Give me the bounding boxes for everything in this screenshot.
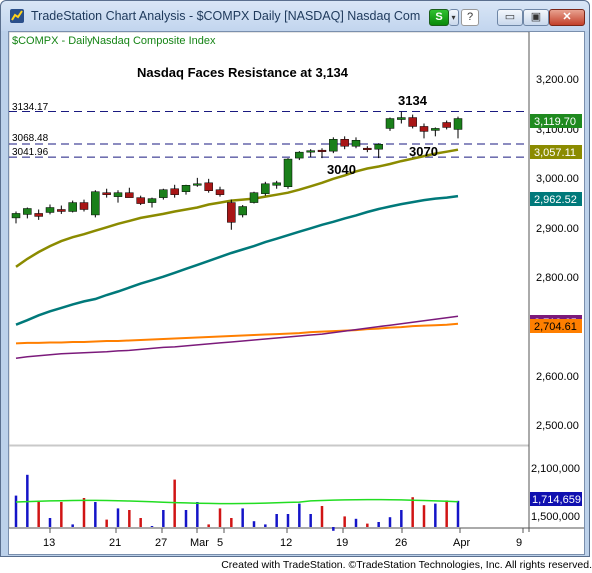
candle[interactable] [283,158,293,189]
date-tick-label: 21 [109,537,121,549]
last-price-box: 3,057.11 [530,145,582,159]
footer-credit: Created with TradeStation. ©TradeStation… [0,558,592,573]
candle[interactable] [340,136,349,150]
candle[interactable] [306,149,315,158]
price-tick: 3,000.00 [536,173,579,185]
candle[interactable] [204,178,213,193]
level-label-3068: 3068.48 [12,133,49,144]
candle[interactable] [272,180,281,189]
price-chart[interactable]: $COMPX - Daily Nasdaq Composite Index Na… [8,31,584,554]
ma-fast-line [15,148,459,268]
svg-text:2,962.52: 2,962.52 [534,194,577,206]
point-label-3040: 3040 [327,162,356,177]
candle[interactable] [91,190,100,218]
last-price-box: 3,119.70 [530,114,582,128]
candle[interactable] [453,116,463,139]
candle[interactable] [125,187,134,198]
date-tick-label: 27 [155,537,167,549]
help-button[interactable]: ? [461,9,479,26]
svg-text:3,119.70: 3,119.70 [534,116,576,128]
candle[interactable] [295,151,304,161]
candle[interactable] [102,188,111,198]
svg-text:2,704.61: 2,704.61 [534,321,577,333]
candle[interactable] [181,184,191,195]
last-price-box: 2,704.61 [530,319,582,333]
date-tick-label: Apr [453,537,470,549]
candle[interactable] [45,204,55,215]
price-tick: 2,900.00 [536,223,579,235]
candle[interactable] [193,177,202,187]
tradestation-app-icon [10,9,24,23]
candle[interactable] [385,117,395,131]
candle[interactable] [408,114,417,129]
symbol-description: Nasdaq Composite Index [92,35,216,47]
candle[interactable] [419,123,429,139]
candle[interactable] [329,137,338,154]
candle[interactable] [261,181,270,196]
candle[interactable] [431,127,440,137]
price-tick: 3,200.00 [536,74,579,86]
candle[interactable] [57,205,66,214]
candle[interactable] [23,207,32,219]
candle[interactable] [374,143,383,159]
volume-last-box: 1,714,659 [530,492,582,506]
volume-pane[interactable] [8,445,530,529]
candle[interactable] [113,190,123,203]
date-tick-label: 9 [516,537,522,549]
chart-area[interactable]: $COMPX - Daily Nasdaq Composite Index Na… [8,31,585,555]
candle[interactable] [442,120,451,130]
candle[interactable] [34,209,43,220]
date-tick-label: 26 [395,537,407,549]
candle[interactable] [147,197,157,208]
volume-tick: 2,100,000 [531,463,580,475]
symbol-label: $COMPX - Daily [12,35,93,47]
copyright-text: Created with TradeStation. ©TradeStation… [221,559,592,571]
svg-text:1,714,659: 1,714,659 [532,494,581,506]
chart-annotation-title: Nasdaq Faces Resistance at 3,134 [137,65,349,80]
candle[interactable] [79,199,89,212]
price-tick: 2,600.00 [536,371,579,383]
window-title: TradeStation Chart Analysis - $COMPX Dai… [31,9,421,23]
volume-average-line [15,498,459,505]
candle[interactable] [136,195,145,206]
candle[interactable] [397,111,406,124]
level-label-3041: 3041.96 [12,147,49,158]
price-tick: 2,500.00 [536,420,579,432]
candle[interactable] [238,205,247,218]
candle[interactable] [363,146,372,153]
candle[interactable] [351,137,361,149]
ma-long-line [15,322,459,345]
point-label-3070: 3070 [409,144,438,159]
volume-tick: 1,500,000 [531,511,580,523]
date-tick-label: 13 [43,537,55,549]
maximize-button[interactable]: ▣ [523,9,549,26]
price-tick: 2,800.00 [536,272,579,284]
candle[interactable] [11,211,21,224]
chart-window: TradeStation Chart Analysis - $COMPX Dai… [0,0,590,557]
point-label-3134: 3134 [398,93,428,108]
strategy-button[interactable]: S [429,9,449,26]
candle[interactable] [170,184,179,198]
date-tick-label: 5 [217,537,223,549]
candle[interactable] [249,191,259,204]
svg-text:3,057.11: 3,057.11 [534,147,576,159]
candle[interactable] [68,200,77,213]
ma-mid-line [15,194,459,326]
minimize-button[interactable]: ▭ [497,9,523,26]
ma-slow-line [15,315,459,360]
candle[interactable] [215,186,225,197]
last-price-box: 2,962.52 [530,192,582,206]
date-tick-label: Mar [190,537,209,549]
strategy-dropdown-icon[interactable]: ▾ [449,9,459,26]
close-button[interactable]: ✕ [549,9,585,26]
date-tick-label: 12 [280,537,292,549]
candle[interactable] [227,199,236,230]
date-tick-label: 19 [336,537,348,549]
level-label-3134: 3134.17 [12,102,49,113]
price-pane[interactable] [8,31,530,446]
title-bar[interactable]: TradeStation Chart Analysis - $COMPX Dai… [1,1,589,31]
candle[interactable] [159,188,168,200]
candle[interactable] [317,148,327,159]
